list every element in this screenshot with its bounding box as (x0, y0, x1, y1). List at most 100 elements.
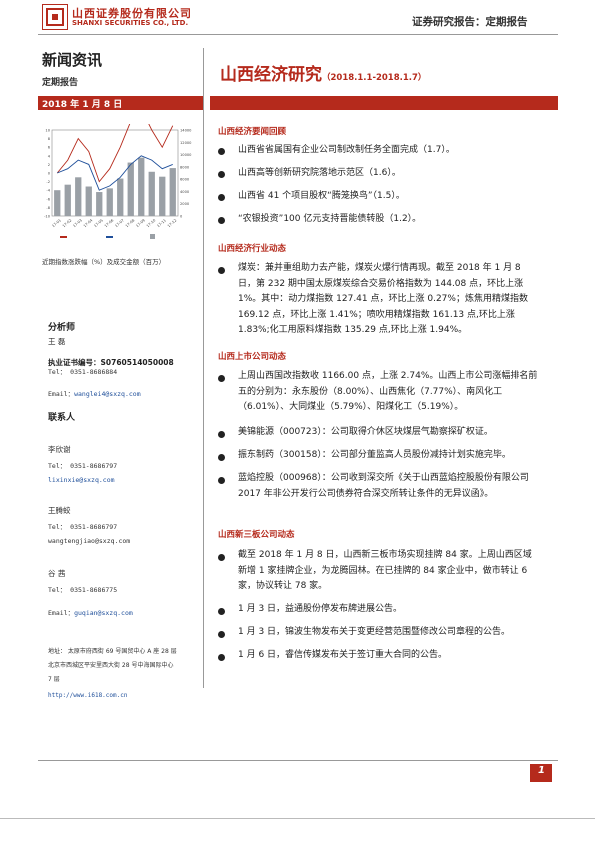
main-title-period: （2018.1.1-2018.1.7） (322, 73, 427, 83)
main-title: 山西经济研究（2018.1.1-2018.1.7） (220, 60, 426, 85)
y-right-tick-label: 10000 (180, 153, 192, 157)
bullet-icon (218, 654, 225, 661)
y-left-tick-label: 8 (48, 137, 51, 141)
contact-tel: Tel： 0351-8686775 (48, 586, 118, 594)
list-item: “农银投资”100 亿元支持晋能债转股（1.2）。 (238, 214, 422, 224)
company-logo (42, 4, 68, 30)
volume-bar (85, 186, 92, 216)
volume-bar (64, 184, 71, 216)
list-item: 山西高等创新研究院落地示范区（1.6）。 (238, 168, 401, 178)
volume-bar (54, 190, 61, 216)
index-chart: 10 8 6 4 2 0 -2 -4 -6 -8 -10 14000 12000 10000 8000 600… (38, 107, 198, 250)
x-tick-label: 17-07 (114, 218, 125, 228)
y-right-tick-label: 8000 (180, 165, 190, 169)
analyst-email-link[interactable]: wanglei4@sxzq.com (74, 390, 141, 398)
logo-cn-text: 山西证券股份有限公司 (72, 7, 192, 20)
bullet-icon (218, 454, 225, 461)
volume-bar (148, 171, 155, 216)
bullet-icon (218, 171, 225, 178)
y-right-tick-label: 2000 (180, 202, 190, 206)
x-tick-label: 17-09 (135, 218, 146, 228)
list-item: 山西省省属国有企业公司制改制任务全面完成（1.7）。 (238, 145, 455, 155)
list-item: 截至 2018 年 1 月 8 日，山西新三板市场实现挂牌 84 家。上周山西区… (238, 550, 532, 591)
analyst-tel: Tel： 0351-8686884 (48, 368, 118, 376)
website-link[interactable]: http://www.i618.com.cn (48, 692, 128, 699)
report-subtitle: 定期报告 (42, 78, 79, 88)
section-heading: 山西经济行业动态 (218, 244, 287, 254)
volume-bar (106, 188, 113, 216)
bullet-icon (218, 375, 225, 382)
x-tick-label: 17-03 (72, 218, 83, 228)
bottom-rule (0, 818, 595, 819)
y-left-tick-label: -8 (46, 206, 50, 210)
y-left-tick-label: 10 (45, 129, 50, 133)
x-tick-label: 17-05 (93, 218, 104, 228)
chart-frame (51, 129, 179, 217)
bullet-icon (218, 217, 225, 224)
contact-email-link[interactable]: wangtengjiao@sxzq.com (48, 537, 131, 545)
y-right-tick-label: 6000 (180, 178, 190, 182)
y-left-tick-label: 0 (48, 172, 51, 176)
cert-number: S0760514050008 (100, 358, 174, 367)
volume-bar (138, 157, 145, 216)
contact-name: 李欣谢 (48, 445, 71, 454)
bullet-icon (218, 267, 225, 274)
contact-name: 王腾蛟 (48, 506, 71, 515)
main-title-text: 山西经济研究 (220, 65, 322, 85)
report-type-header: 证券研究报告：定期报告 (412, 16, 528, 28)
volume-bar (96, 192, 103, 216)
x-tick-label: 17-04 (83, 218, 94, 228)
analyst-name: 王 磊 (48, 337, 66, 346)
analyst-cert: 执业证书编号：S0760514050008 (48, 350, 174, 369)
analyst-email-row: Email：wanglei4@sxzq.com (48, 381, 141, 400)
index-line (56, 107, 174, 183)
bullet-icon (218, 477, 225, 484)
address-line: 7 层 (48, 676, 60, 683)
volume-bar (127, 162, 134, 216)
y-right-tick-label: 12000 (180, 141, 192, 145)
section-heading: 山西新三板公司动态 (218, 530, 295, 540)
y-left-tick-label: 4 (48, 154, 51, 158)
x-tick-label: 17-08 (125, 218, 136, 228)
analyst-heading: 分析师 (48, 323, 76, 333)
list-item: 美锦能源（000723）：公司取得介休区块煤层气勘察探矿权证。 (238, 427, 493, 437)
index-chart-svg: 10 8 6 4 2 0 -2 -4 -6 -8 -10 14000 12000 10000 8000 600… (44, 107, 192, 239)
volume-bar (159, 176, 166, 216)
y-left-tick-label: -6 (46, 197, 50, 201)
y-left-tick-label: 6 (48, 146, 51, 150)
list-item: 1 月 3 日，益通股份停发布牌进展公告。 (238, 604, 403, 614)
contact-email-link[interactable]: guqian@sxzq.com (74, 609, 133, 617)
date-bar (38, 96, 204, 110)
bullet-icon (218, 431, 225, 438)
email-label: Email： (48, 390, 75, 398)
y-left-tick-label: -10 (44, 215, 51, 219)
contact-email-row: Email：guqian@sxzq.com (48, 600, 133, 619)
list-item: 1 月 3 日，锦波生物发布关于变更经营范围暨修改公司章程的公告。 (238, 627, 511, 637)
bullet-icon (218, 554, 225, 561)
x-tick-label: 17-12 (167, 218, 178, 228)
column-divider (203, 48, 204, 688)
list-item: 蓝焰控股（000968）：公司收到深交所《关于山西蓝焰控股股份有限公司 2017… (238, 473, 529, 499)
contact-name: 谷 茜 (48, 569, 66, 578)
legend-swatch (106, 236, 113, 238)
bullet-icon (218, 194, 225, 201)
cert-label: 执业证书编号： (48, 358, 101, 367)
contact-email-link[interactable]: lixinxie@sxzq.com (48, 476, 115, 484)
page-number-box (530, 764, 552, 782)
list-item: 煤炭：兼并重组助力去产能，煤炭火爆行情再现。截至 2018 年 1 月 8 日，… (238, 263, 528, 335)
contact-tel: Tel： 0351-8686797 (48, 523, 118, 531)
volume-bar (75, 177, 82, 216)
footer-divider (38, 760, 558, 761)
header-divider (38, 34, 558, 35)
x-tick-label: 17-01 (51, 218, 62, 228)
logo-en-text: SHANXI SECURITIES CO., LTD. (72, 19, 189, 27)
legend-swatch (150, 234, 155, 239)
y-right-tick-label: 14000 (180, 129, 192, 133)
page-number: 1 (538, 765, 545, 776)
bullet-icon (218, 631, 225, 638)
bullet-icon (218, 148, 225, 155)
volume-bar (169, 168, 176, 216)
email-label: Email： (48, 609, 75, 617)
y-right-tick-label: 4000 (180, 190, 190, 194)
list-item: 振东制药（300158）：公司部分董监高人员股份减持计划实施完毕。 (238, 450, 511, 460)
